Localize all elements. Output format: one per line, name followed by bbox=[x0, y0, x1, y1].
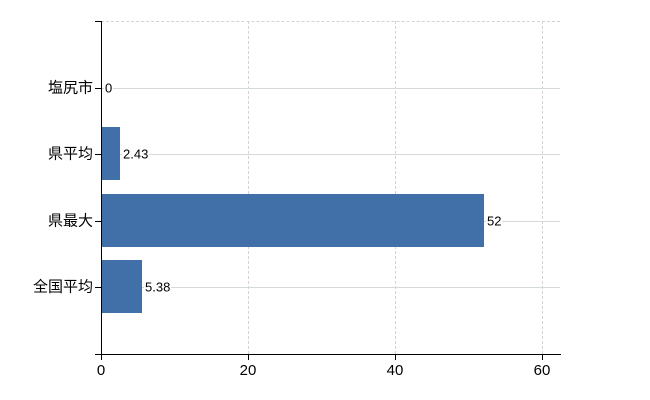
category-gridline bbox=[102, 154, 560, 155]
x-tick-label: 20 bbox=[239, 362, 257, 379]
bar bbox=[102, 194, 484, 247]
x-axis-tick bbox=[542, 355, 543, 360]
x-axis-tick bbox=[101, 355, 102, 360]
category-gridline bbox=[102, 88, 560, 89]
x-tick-label: 60 bbox=[533, 362, 551, 379]
category-label: 塩尻市 bbox=[47, 79, 93, 97]
category-gridline bbox=[102, 287, 560, 288]
value-label: 0 bbox=[104, 80, 114, 96]
x-tick-label: 40 bbox=[386, 362, 404, 379]
x-axis-tick bbox=[395, 355, 396, 360]
y-axis-tick bbox=[95, 354, 101, 355]
category-label: 県最大 bbox=[47, 212, 93, 230]
y-axis-tick bbox=[95, 88, 101, 89]
value-label: 52 bbox=[486, 213, 503, 229]
bar bbox=[102, 260, 142, 313]
bar bbox=[102, 127, 120, 180]
plot-area bbox=[101, 21, 560, 354]
vertical-gridline bbox=[542, 21, 543, 354]
value-label: 2.43 bbox=[122, 146, 150, 162]
category-label: 県平均 bbox=[47, 145, 93, 163]
y-axis-tick bbox=[95, 221, 101, 222]
vertical-gridline bbox=[248, 21, 249, 354]
y-axis-tick bbox=[95, 287, 101, 288]
x-axis-tick bbox=[248, 355, 249, 360]
y-axis-tick bbox=[95, 21, 101, 22]
vertical-gridline bbox=[395, 21, 396, 354]
y-axis-line bbox=[101, 21, 102, 354]
value-label: 5.38 bbox=[144, 279, 172, 295]
y-axis-tick bbox=[95, 154, 101, 155]
category-label: 全国平均 bbox=[32, 278, 93, 296]
x-axis-line bbox=[101, 354, 561, 355]
x-tick-label: 0 bbox=[96, 362, 106, 379]
